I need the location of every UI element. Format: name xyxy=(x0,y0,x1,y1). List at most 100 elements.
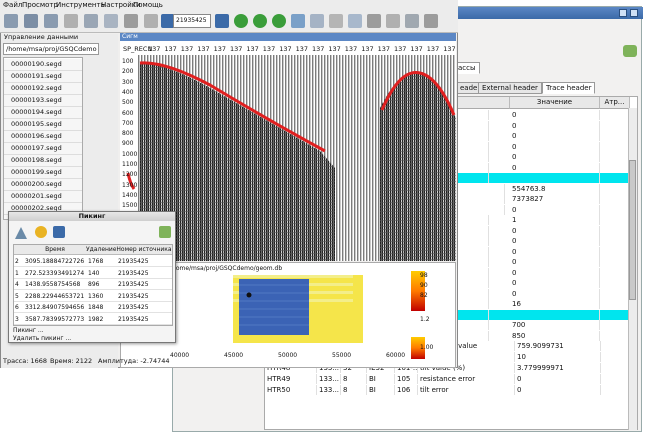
detail-row[interactable]: HTR50 133... 8 BI 106 tilt error 0 xyxy=(265,385,631,395)
trace-header-row[interactable]: 0 xyxy=(265,267,631,278)
toolbar xyxy=(0,11,458,33)
field-value: 700 xyxy=(510,320,600,330)
chart-icon[interactable] xyxy=(291,14,305,28)
x-tick: 45000 xyxy=(224,352,244,359)
settings-gear-icon[interactable] xyxy=(64,14,78,28)
pick-offset: 140 xyxy=(88,269,100,277)
pick-row[interactable]: 2 3095.18884722726 1768 21935425 xyxy=(14,256,172,267)
time-tick: 400 xyxy=(122,88,134,96)
file-item[interactable]: 00000190.segd xyxy=(4,59,82,71)
legend-values: 98 90 82 1.2 1.00 xyxy=(420,272,440,352)
paste-icon[interactable] xyxy=(84,14,98,28)
layer-icon[interactable] xyxy=(386,14,400,28)
minimize-icon[interactable] xyxy=(619,9,627,17)
save-as-icon[interactable] xyxy=(44,14,58,28)
panel-title: Управление данными xyxy=(4,33,79,41)
menu-help[interactable]: Помощь xyxy=(133,1,163,9)
trace-header-row[interactable]: 0 xyxy=(265,225,631,236)
detail-row[interactable]: HTR49 133... 8 BI 105 resistance error 0 xyxy=(265,374,631,384)
scrollbar-thumb[interactable] xyxy=(629,160,636,300)
trace-header-row[interactable]: 0 xyxy=(265,162,631,173)
table-icon[interactable] xyxy=(310,14,324,28)
file-item[interactable]: 00000194.segd xyxy=(4,107,82,119)
pick-curve xyxy=(139,61,326,153)
file-item[interactable]: 00000195.segd xyxy=(4,119,82,131)
pick-tool-icon[interactable] xyxy=(15,227,27,239)
delete-pick-icon[interactable] xyxy=(53,226,65,238)
trace-combo[interactable]: 21935425 xyxy=(173,14,211,28)
wave-icon[interactable] xyxy=(348,14,362,28)
trace-header-row[interactable]: 0 xyxy=(265,131,631,141)
path-combo[interactable]: /home/msa/proj/GSQCdemo xyxy=(3,43,99,55)
trace-header-row[interactable]: 0 xyxy=(265,110,631,120)
legend-value: 82 xyxy=(420,292,428,299)
display-icon[interactable] xyxy=(405,14,419,28)
pick-time: 2288.22944653721 xyxy=(25,292,85,300)
export-icon[interactable] xyxy=(159,226,171,238)
file-item[interactable]: 00000200.segd xyxy=(4,179,82,191)
draw-icon[interactable] xyxy=(367,14,381,28)
col-time[interactable]: Время xyxy=(24,245,86,255)
trace-header-row[interactable]: 0 xyxy=(265,257,631,267)
col-offset[interactable]: Удаление xyxy=(86,245,117,255)
add-pick-icon[interactable] xyxy=(35,226,47,238)
back-arrow-icon[interactable] xyxy=(161,14,175,28)
trace-header-row[interactable]: 0 xyxy=(265,278,631,288)
trace-number: 137 xyxy=(426,45,440,53)
pick-offset: 896 xyxy=(88,281,100,288)
file-item[interactable]: 00000191.segd xyxy=(4,71,82,83)
file-item[interactable]: 00000199.segd xyxy=(4,167,82,179)
tab-trace-header[interactable]: Trace header xyxy=(542,82,596,94)
status-amplitude: Амплитуда: -2.74744 xyxy=(98,357,170,365)
zoom-out-icon[interactable] xyxy=(253,14,267,28)
geometry-map xyxy=(233,271,425,359)
col-source[interactable]: Номер источника xyxy=(116,245,172,255)
trace-header-row[interactable]: 0 xyxy=(265,141,631,152)
pick-row[interactable]: 5 2288.22944653721 1360 21935425 xyxy=(14,291,172,302)
pick-row[interactable]: 6 3312.84907594656 1848 21935425 xyxy=(14,302,172,313)
trace-header-row[interactable]: 0 xyxy=(265,236,631,246)
delete-picking-action[interactable]: Удалить пикинг ... xyxy=(13,335,72,342)
next-icon[interactable] xyxy=(623,45,637,57)
col-attr-header[interactable]: Атр... xyxy=(600,97,630,109)
trace-header-row[interactable]: 0 xyxy=(265,120,631,131)
seismic-view[interactable] xyxy=(120,33,456,261)
pick-row[interactable]: 3 3587.78399572773 1982 21935425 xyxy=(14,314,172,325)
new-doc-icon[interactable] xyxy=(104,14,118,28)
window-icon[interactable] xyxy=(424,14,438,28)
grid-icon[interactable] xyxy=(144,14,158,28)
zoom-fit-icon[interactable] xyxy=(272,14,286,28)
picking-icon[interactable] xyxy=(329,14,343,28)
trace-number: 137 xyxy=(312,45,325,53)
picking-action[interactable]: Пикинг ... xyxy=(13,327,44,334)
field-value: 0 xyxy=(510,110,600,120)
file-item[interactable]: 00000196.segd xyxy=(4,131,82,143)
menu-file[interactable]: Файл xyxy=(3,1,23,9)
pick-row[interactable]: 4 1438.9558754568 896 21935425 xyxy=(14,279,172,290)
edit-icon[interactable] xyxy=(124,14,138,28)
pick-row[interactable]: 1 272.523393491274 140 21935425 xyxy=(14,268,172,279)
detail-row[interactable]: HTR48133...32IE32101-...tilt value (%)3.… xyxy=(265,363,631,373)
trace-header-row[interactable]: 0 xyxy=(265,246,631,257)
file-item[interactable]: 00000198.segd xyxy=(4,155,82,167)
file-item[interactable]: 00000193.segd xyxy=(4,95,82,107)
open-folder-icon[interactable] xyxy=(4,14,18,28)
zoom-in-icon[interactable] xyxy=(234,14,248,28)
menu-settings[interactable]: Настройки xyxy=(101,1,141,9)
detail-c4: BI xyxy=(367,374,395,384)
trace-header-row[interactable]: 0 xyxy=(265,152,631,162)
forward-arrow-icon[interactable] xyxy=(215,14,229,28)
pick-source: 21935425 xyxy=(118,315,149,323)
file-item[interactable]: 00000192.segd xyxy=(4,83,82,95)
close-icon[interactable] xyxy=(630,9,638,17)
trace-header-row[interactable]: 0 xyxy=(265,288,631,299)
detail-c2: 133... xyxy=(319,374,341,384)
file-item[interactable]: 00000197.segd xyxy=(4,143,82,155)
menu-view[interactable]: Просмотр xyxy=(22,1,58,9)
save-icon[interactable] xyxy=(24,14,38,28)
file-item[interactable]: 00000201.segd xyxy=(4,191,82,203)
detail-name: resistance error xyxy=(418,374,515,384)
col-value-header[interactable]: Значение xyxy=(510,97,600,109)
menu-tools[interactable]: Инструменты xyxy=(56,1,107,9)
tab-external-header[interactable]: External header xyxy=(478,82,542,94)
